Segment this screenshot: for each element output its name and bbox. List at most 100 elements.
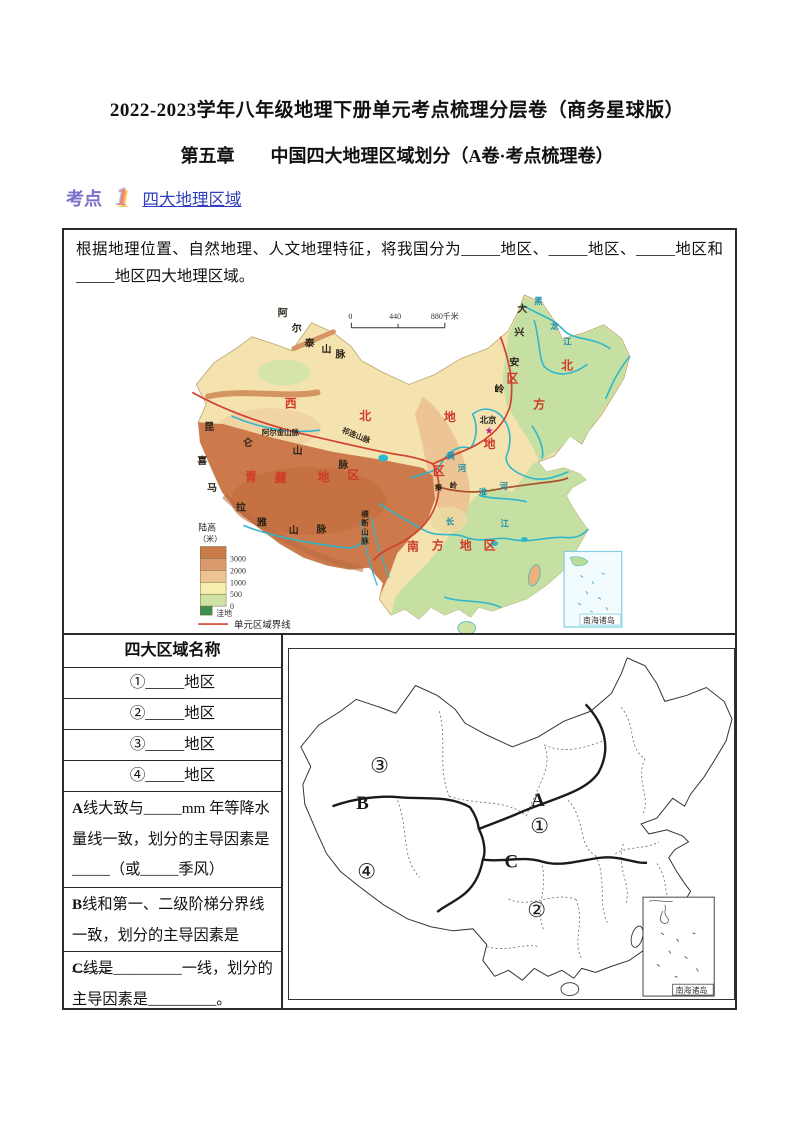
terrain-plateau-core [231, 466, 387, 535]
liao-river [531, 425, 544, 459]
legend-unit: （米） [198, 534, 222, 544]
svg-text:岭: 岭 [495, 382, 505, 395]
svg-text:马: 马 [207, 482, 217, 494]
svg-text:泰: 泰 [304, 337, 316, 350]
svg-text:2000: 2000 [230, 566, 246, 575]
page-title: 2022-2023学年八年级地理下册单元考点梳理分层卷（商务星球版） [109, 100, 685, 121]
question-box: 根据地理位置、自然地理、人文地理特征，将我国分为_____地区、_____地区、… [62, 228, 737, 1010]
qinghai-lake [378, 454, 389, 462]
svg-text:大: 大 [517, 302, 527, 315]
china-four-regions-relief-map: 0 440 880千米 阿 尔 泰 山 脉 大 兴 安 岭 昆 仑 山 脉 阿尔… [183, 287, 641, 633]
beijing-label: 北京 [480, 415, 497, 425]
svg-text:山: 山 [293, 444, 303, 457]
svg-text:横: 横 [361, 509, 369, 519]
scale-bar: 0 440 880千米 [348, 311, 459, 329]
bw-region-boundaries [332, 703, 648, 913]
svg-text:喜: 喜 [197, 454, 207, 467]
province-borders-dotted [395, 707, 674, 959]
kaodian-label: 考点 [66, 189, 102, 209]
pearl-river [444, 596, 502, 608]
svg-text:长: 长 [446, 517, 455, 527]
note-line-b: B线和第一、二级阶梯分界线一致，划分的主导因素是_____ [64, 888, 281, 974]
svg-text:脉: 脉 [316, 523, 327, 536]
terrain-loess-band [414, 396, 470, 532]
bw-taiwan [630, 925, 644, 948]
inset-label: 南海诸岛 [583, 615, 615, 625]
legend-boundary-label: 单元区域界线 [234, 619, 291, 631]
svg-text:安: 安 [509, 356, 519, 369]
boundary-northeast [432, 336, 513, 465]
bw-line-A [478, 703, 607, 831]
kaodian-number-badge: 1 [116, 184, 129, 211]
bw-hainan [560, 982, 580, 997]
kaodian-topic-link[interactable]: 四大地理区域 [142, 191, 242, 209]
mark-region-1: ① [530, 816, 549, 838]
huai-river [479, 494, 528, 503]
scale-end: 880千米 [431, 311, 459, 321]
mark-line-B: B [356, 793, 369, 814]
dongting-lake [491, 541, 499, 547]
svg-text:阿: 阿 [278, 307, 288, 319]
region-labels: 西 北 地 区 北 方 地 区 青 藏 地 区 南 方 地 区 [245, 359, 573, 554]
note-line-c: C线是_________一线，划分的主导因素是_________。 [72, 960, 273, 1008]
region-boundary-lines [191, 336, 569, 561]
ussuri-river [605, 355, 631, 400]
scale-mid: 440 [389, 312, 401, 321]
svg-text:江: 江 [500, 519, 509, 529]
aerjin-label: 阿尔金山脉 [262, 427, 300, 437]
table-row-4: ④_____地区 [64, 761, 281, 792]
svg-text:拉: 拉 [236, 501, 246, 514]
svg-text:脉: 脉 [337, 458, 348, 471]
bw-line-B [332, 795, 486, 913]
svg-text:北: 北 [359, 409, 371, 423]
bw-map-marks: ③ B A ① ④ C ② [356, 756, 549, 922]
boundary-kunlun-qilian [191, 391, 434, 465]
boundary-qinling-huaihe [434, 477, 569, 493]
svg-text:兴: 兴 [514, 326, 524, 339]
terrain-junggar-basin [257, 359, 310, 386]
svg-text:脉: 脉 [360, 536, 369, 546]
yarlung-river [243, 524, 369, 549]
bw-inset-label: 南海诸岛 [676, 985, 708, 995]
legend-depression: 洼地 [216, 608, 232, 618]
legend-title: 陆高 [198, 522, 216, 533]
svg-text:河: 河 [499, 481, 508, 491]
svg-text:脉: 脉 [334, 348, 345, 361]
table-header: 四大区域名称 [64, 635, 281, 668]
svg-text:雅: 雅 [257, 516, 267, 529]
south-china-sea-inset: 南海诸岛 [563, 550, 623, 628]
taiwan-island [527, 564, 541, 587]
svg-text:0: 0 [230, 602, 234, 611]
svg-text:黄: 黄 [447, 451, 456, 461]
svg-text:500: 500 [230, 590, 242, 599]
svg-text:江: 江 [563, 337, 572, 347]
svg-text:淮: 淮 [479, 487, 488, 497]
svg-text:西: 西 [285, 396, 297, 410]
table-row-2: ②_____地区 [64, 699, 281, 730]
hengduan-rivers [360, 517, 390, 586]
intro-fill-in-text: 根据地理位置、自然地理、人文地理特征，将我国分为_____地区、_____地区、… [76, 241, 723, 285]
svg-text:昆: 昆 [204, 421, 214, 433]
himalaya-ridge [222, 493, 364, 573]
mark-region-4: ④ [357, 861, 376, 883]
tianshan-ridge [205, 389, 321, 400]
svg-text:龙: 龙 [549, 321, 559, 331]
tarim-river [231, 415, 321, 433]
svg-text:仑: 仑 [243, 436, 253, 449]
outline-map-svg: ③ B A ① ④ C ② 南海诸岛 [300, 657, 733, 997]
china-outline-map: ③ B A ① ④ C ② 南海诸岛 [288, 648, 735, 1000]
svg-text:黑: 黑 [534, 296, 543, 306]
svg-text:断: 断 [361, 518, 369, 528]
heilongjiang-river [521, 304, 611, 350]
bw-china-outline [300, 657, 733, 981]
outline-map-cell: ③ B A ① ④ C ② 南海诸岛 [283, 635, 735, 1008]
kaodian-heading: 考点 1 四大地理区域 [66, 184, 242, 212]
yellow-river [410, 408, 569, 480]
svg-text:山: 山 [322, 343, 332, 356]
table-row-3: ③_____地区 [64, 730, 281, 761]
svg-text:山: 山 [289, 524, 299, 537]
table-row-1: ①_____地区 [64, 668, 281, 699]
svg-text:1000: 1000 [230, 578, 246, 587]
songhua-river [533, 320, 588, 375]
altai-ridge [291, 329, 336, 352]
